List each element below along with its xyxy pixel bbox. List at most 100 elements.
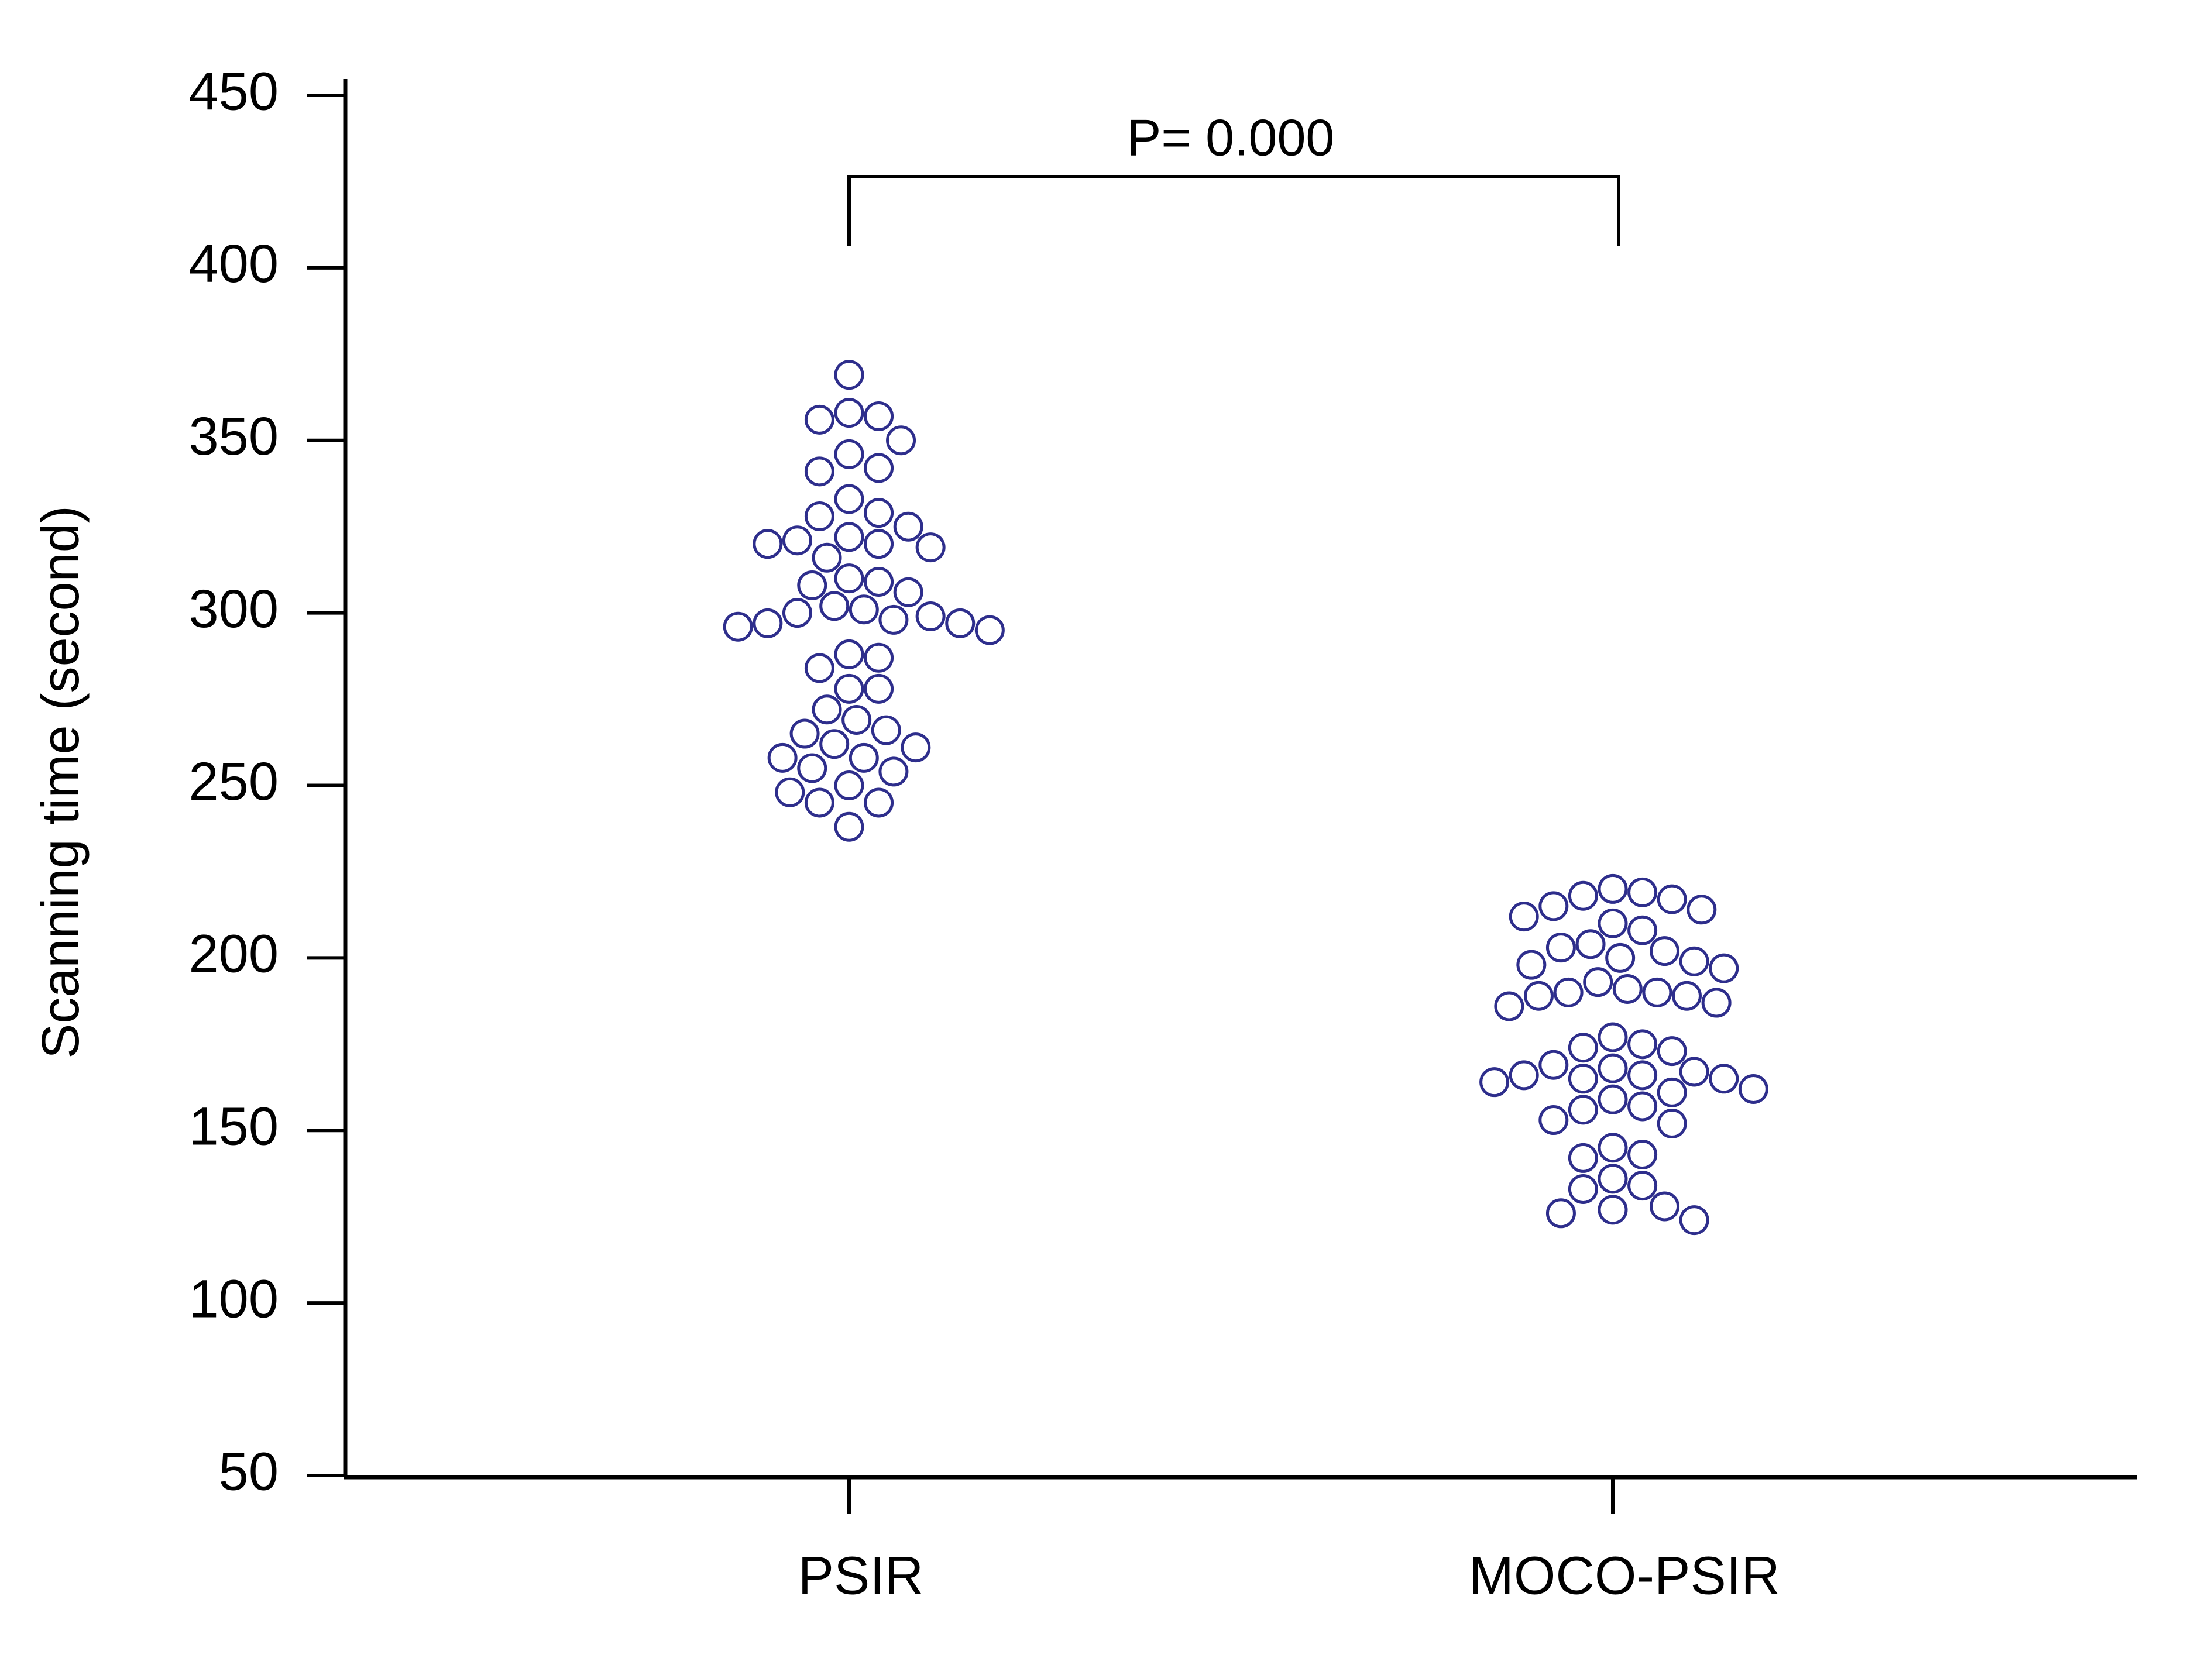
data-point xyxy=(1538,1105,1569,1136)
data-point xyxy=(797,753,827,783)
data-point xyxy=(1509,1060,1539,1091)
y-tick-label: 450 xyxy=(189,61,279,121)
x-tick-label: PSIR xyxy=(798,1546,924,1605)
data-point xyxy=(864,401,894,431)
data-point xyxy=(864,529,894,559)
data-point xyxy=(834,360,864,390)
data-point xyxy=(1709,1064,1739,1094)
y-axis-label: Scanning time (second) xyxy=(32,505,90,1058)
data-point xyxy=(812,694,842,725)
data-point xyxy=(834,811,864,842)
data-point xyxy=(1545,1198,1576,1229)
data-point xyxy=(767,742,798,773)
data-point xyxy=(945,608,976,638)
data-point xyxy=(1657,884,1687,914)
data-point xyxy=(1627,1171,1658,1201)
data-point xyxy=(871,715,901,745)
data-point xyxy=(1583,967,1613,997)
y-tick-label: 350 xyxy=(189,407,279,466)
data-point xyxy=(834,563,864,594)
data-point xyxy=(1679,1057,1709,1087)
data-point xyxy=(1598,1133,1628,1163)
data-point xyxy=(1627,1060,1658,1091)
data-point xyxy=(1679,946,1709,976)
y-tick-label: 50 xyxy=(219,1442,279,1501)
data-point xyxy=(1509,902,1539,932)
data-point xyxy=(1598,1164,1628,1194)
data-point xyxy=(834,639,864,669)
y-tick-label: 400 xyxy=(189,234,279,294)
data-point xyxy=(1657,1036,1687,1067)
data-point xyxy=(893,511,923,542)
data-point xyxy=(812,542,842,573)
data-point xyxy=(834,398,864,428)
data-point xyxy=(834,439,864,469)
data-point xyxy=(1545,933,1576,963)
data-point xyxy=(864,642,894,673)
data-point xyxy=(782,525,812,556)
data-point xyxy=(841,704,872,735)
x-tick-label: MOCO-PSIR xyxy=(1469,1546,1780,1605)
data-point xyxy=(1568,1143,1598,1173)
y-tick-label: 200 xyxy=(189,924,279,984)
data-point xyxy=(878,756,909,787)
data-point xyxy=(1553,977,1584,1007)
y-tick-label: 250 xyxy=(189,752,279,811)
data-point xyxy=(1494,991,1524,1021)
data-point xyxy=(1672,981,1702,1011)
data-point xyxy=(915,532,946,563)
y-tick-label: 300 xyxy=(189,579,279,639)
data-point xyxy=(1738,1074,1768,1104)
data-point xyxy=(1627,1091,1658,1122)
data-point xyxy=(789,718,820,749)
data-point xyxy=(864,567,894,597)
data-point xyxy=(1516,950,1547,980)
data-point xyxy=(1524,981,1554,1011)
data-point xyxy=(1627,1029,1658,1060)
data-point xyxy=(864,787,894,818)
data-point xyxy=(864,498,894,528)
annotation: P= 0.000 xyxy=(1127,108,1335,166)
data-point xyxy=(1627,877,1658,907)
data-point xyxy=(834,673,864,704)
data-point xyxy=(804,456,834,487)
data-point xyxy=(804,404,834,435)
data-point xyxy=(1568,1095,1598,1125)
data-point xyxy=(1538,891,1569,921)
data-point xyxy=(834,484,864,514)
data-point xyxy=(1627,915,1658,945)
data-point xyxy=(1612,974,1643,1004)
data-point xyxy=(1568,880,1598,911)
data-point xyxy=(864,673,894,704)
data-point xyxy=(893,577,923,607)
data-point xyxy=(1627,1140,1658,1170)
data-point xyxy=(753,529,783,559)
data-point xyxy=(834,522,864,552)
data-point xyxy=(804,501,834,531)
data-point xyxy=(753,608,783,638)
data-point xyxy=(849,594,879,625)
data-point xyxy=(1657,1077,1687,1107)
data-point xyxy=(804,787,834,818)
data-point xyxy=(1687,895,1717,925)
data-point xyxy=(1598,1195,1628,1225)
data-point xyxy=(723,611,753,642)
data-point xyxy=(1598,908,1628,938)
data-point xyxy=(1598,1022,1628,1052)
data-point xyxy=(1568,1033,1598,1063)
data-point xyxy=(1598,1053,1628,1083)
data-point xyxy=(1679,1205,1709,1236)
data-point xyxy=(1650,1191,1680,1222)
data-point xyxy=(915,601,946,632)
data-point xyxy=(1568,1064,1598,1094)
data-point xyxy=(1701,988,1732,1018)
data-point xyxy=(1650,936,1680,966)
data-point xyxy=(1657,1108,1687,1138)
data-point xyxy=(878,604,909,635)
data-point xyxy=(901,732,931,763)
data-point xyxy=(819,591,850,621)
data-point xyxy=(1479,1067,1510,1098)
data-point xyxy=(1575,929,1606,959)
